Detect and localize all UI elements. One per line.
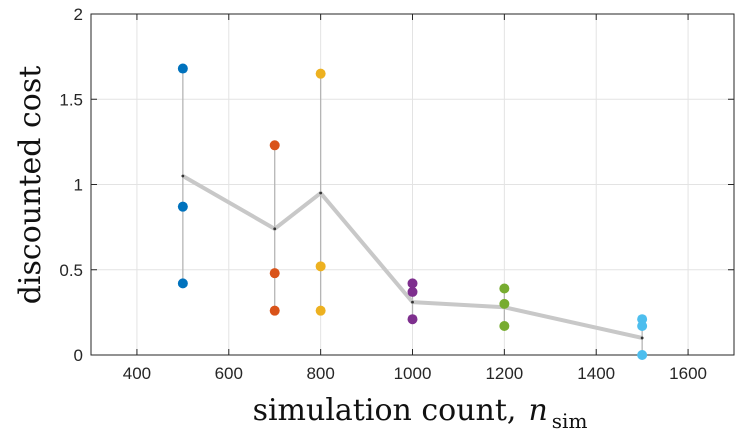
data-point bbox=[269, 140, 280, 151]
y-axis-label: discounted cost bbox=[13, 66, 48, 305]
x-tick-label: 400 bbox=[123, 364, 151, 383]
x-axis-ticks: 400 600 800 1000 1200 1400 1600 bbox=[123, 14, 707, 383]
data-point bbox=[177, 201, 188, 212]
x-axis-label: simulation count, n sim bbox=[253, 393, 588, 433]
y-tick-label: 1.5 bbox=[59, 90, 83, 109]
x-tick-label: 1200 bbox=[485, 364, 523, 383]
data-point bbox=[269, 268, 280, 279]
data-point bbox=[315, 305, 326, 316]
data-point bbox=[407, 314, 418, 325]
data-point bbox=[269, 305, 280, 316]
data-point bbox=[499, 298, 510, 309]
data-point bbox=[637, 350, 648, 360]
x-axis-label-text: simulation count, bbox=[253, 393, 517, 428]
data-point bbox=[637, 321, 648, 332]
data-point bbox=[177, 278, 188, 289]
y-tick-label: 2 bbox=[74, 5, 83, 24]
x-axis-label-variable: n bbox=[528, 393, 547, 428]
data-point bbox=[499, 321, 510, 332]
data-point bbox=[499, 283, 510, 294]
data-points bbox=[177, 63, 648, 360]
mean-marker bbox=[181, 174, 185, 178]
mean-line-group bbox=[181, 174, 644, 340]
data-point bbox=[315, 68, 326, 79]
data-point bbox=[177, 63, 188, 74]
y-tick-label: 1 bbox=[74, 176, 83, 195]
x-axis-label-subscript: sim bbox=[552, 409, 588, 433]
x-tick-label: 600 bbox=[215, 364, 243, 383]
mean-marker bbox=[319, 191, 323, 195]
mean-marker bbox=[640, 336, 644, 340]
x-tick-label: 800 bbox=[306, 364, 334, 383]
x-tick-label: 1600 bbox=[669, 364, 707, 383]
mean-marker bbox=[273, 227, 277, 231]
x-tick-label: 1400 bbox=[577, 364, 615, 383]
y-tick-label: 0.5 bbox=[59, 261, 83, 280]
x-tick-label: 1000 bbox=[394, 364, 432, 383]
y-axis-ticks: 0 0.5 1 1.5 2 bbox=[59, 5, 734, 365]
mean-line bbox=[181, 174, 643, 340]
data-point bbox=[315, 261, 326, 272]
data-point bbox=[407, 278, 418, 289]
y-tick-label: 0 bbox=[74, 346, 83, 365]
data-point bbox=[407, 286, 418, 297]
mean-marker bbox=[411, 300, 414, 304]
